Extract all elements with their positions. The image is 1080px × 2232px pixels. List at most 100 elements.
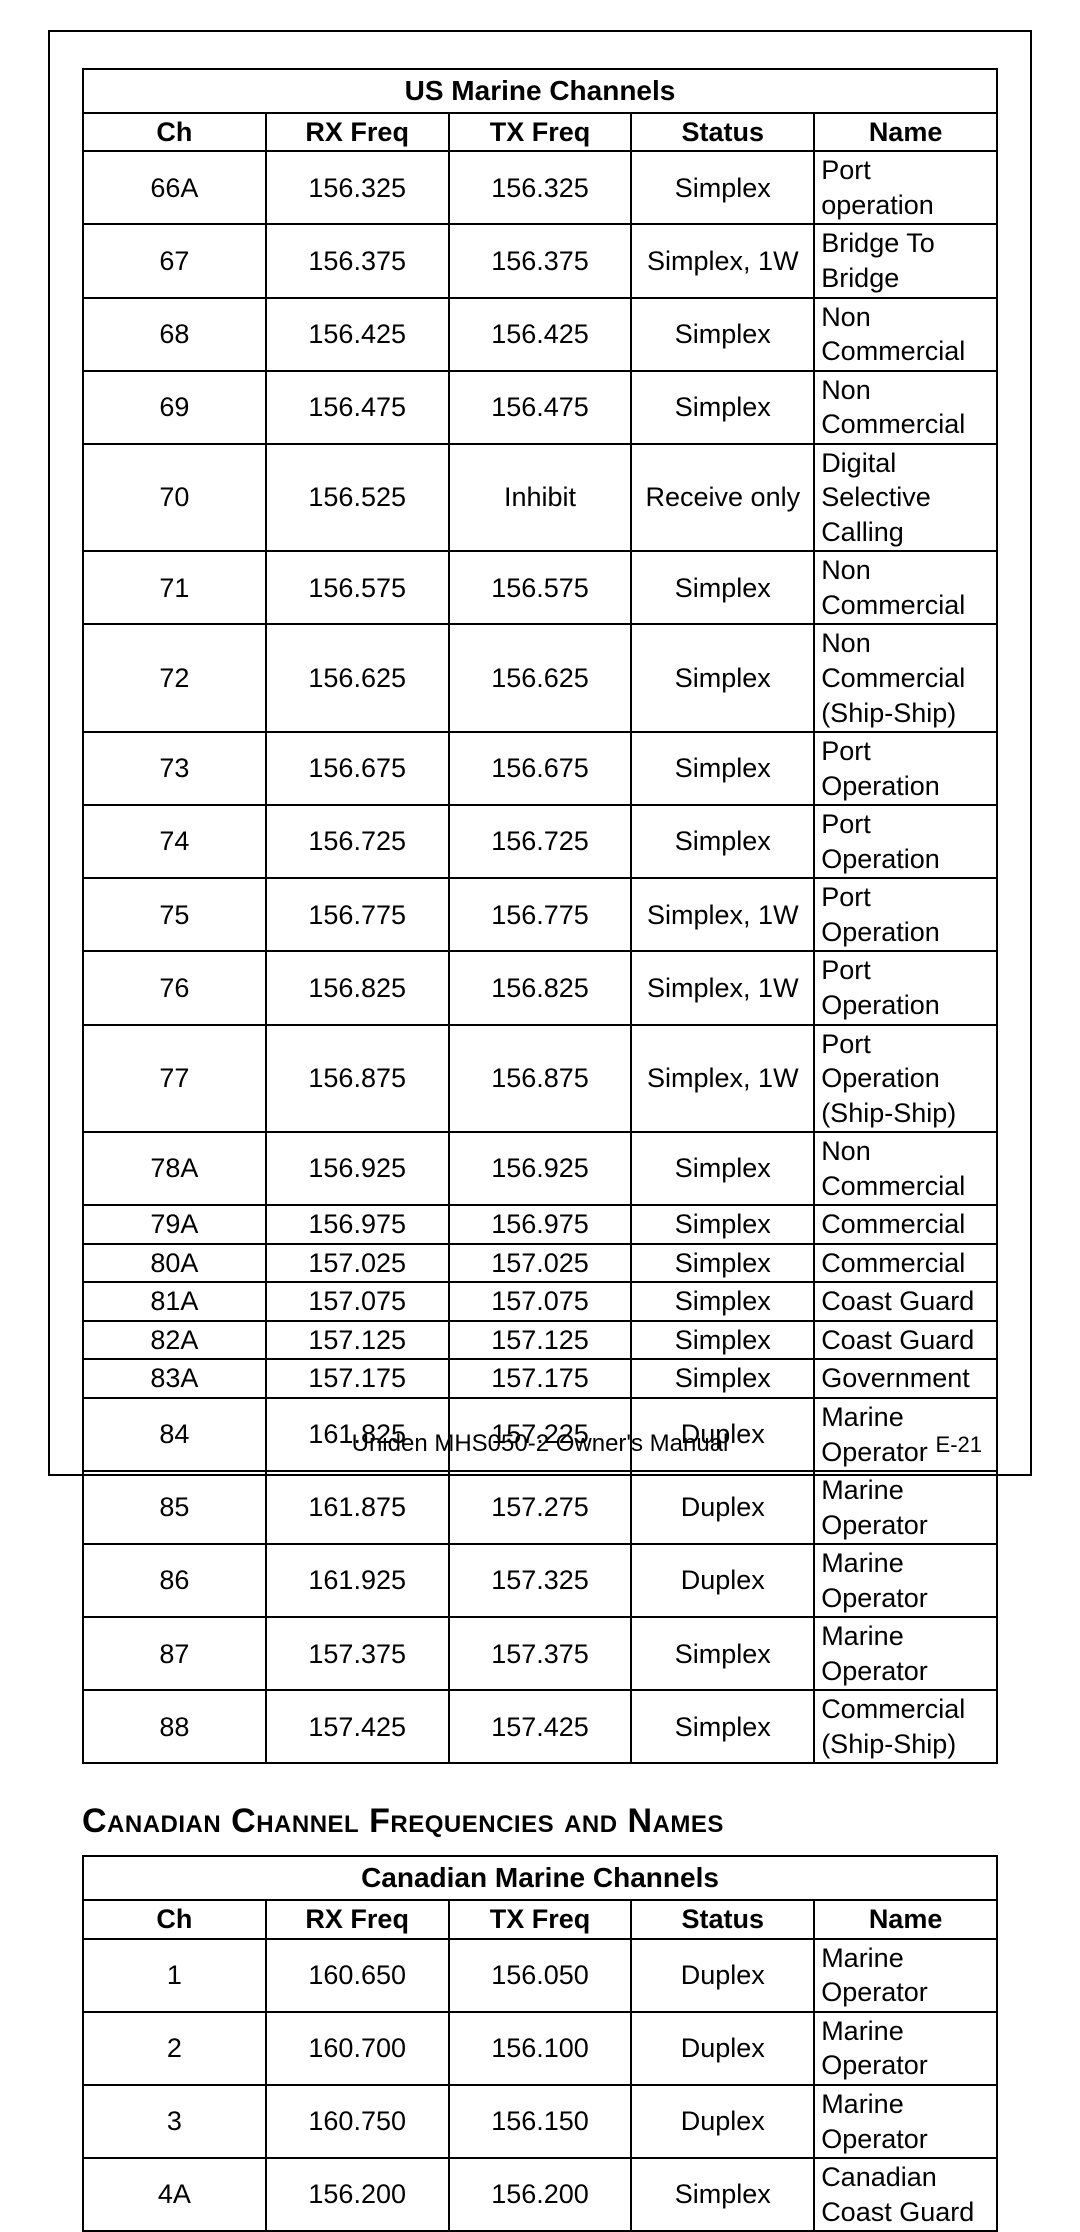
us-hdr-tx: TX Freq <box>449 113 632 152</box>
table-row: 81A157.075157.075SimplexCoast Guard <box>83 1282 997 1321</box>
section-heading-canadian: Canadian Channel Frequencies and Names <box>82 1802 998 1841</box>
cell-name: Marine Operator <box>814 1939 997 2012</box>
ca-table-title: Canadian Marine Channels <box>83 1856 997 1900</box>
ca-hdr-tx: TX Freq <box>449 1900 632 1939</box>
cell-status: Simplex <box>631 151 814 224</box>
cell-rx: 161.925 <box>266 1544 449 1617</box>
cell-name: Non Commercial <box>814 551 997 624</box>
ca-hdr-ch: Ch <box>83 1900 266 1939</box>
cell-rx: 156.425 <box>266 298 449 371</box>
cell-status: Duplex <box>631 1398 814 1471</box>
cell-rx: 156.775 <box>266 878 449 951</box>
cell-tx: 157.425 <box>449 1690 632 1763</box>
cell-rx: 156.200 <box>266 2158 449 2231</box>
cell-name: Coast Guard <box>814 1282 997 1321</box>
cell-ch: 88 <box>83 1690 266 1763</box>
cell-ch: 3 <box>83 2085 266 2158</box>
cell-name: Port Operation <box>814 951 997 1024</box>
cell-status: Duplex <box>631 1939 814 2012</box>
cell-status: Duplex <box>631 1471 814 1544</box>
cell-name: Marine Operator <box>814 1398 997 1471</box>
cell-name: Bridge To Bridge <box>814 224 997 297</box>
cell-rx: 156.375 <box>266 224 449 297</box>
cell-tx: 156.725 <box>449 805 632 878</box>
cell-rx: 156.575 <box>266 551 449 624</box>
cell-tx: 156.375 <box>449 224 632 297</box>
ca-hdr-rx: RX Freq <box>266 1900 449 1939</box>
cell-ch: 83A <box>83 1359 266 1398</box>
cell-rx: 156.475 <box>266 371 449 444</box>
cell-status: Simplex <box>631 551 814 624</box>
cell-status: Simplex <box>631 624 814 732</box>
table-row: 76156.825156.825Simplex, 1WPort Operatio… <box>83 951 997 1024</box>
cell-ch: 68 <box>83 298 266 371</box>
cell-ch: 81A <box>83 1282 266 1321</box>
cell-tx: 156.625 <box>449 624 632 732</box>
cell-status: Simplex <box>631 1690 814 1763</box>
cell-ch: 1 <box>83 1939 266 2012</box>
ca-hdr-status: Status <box>631 1900 814 1939</box>
ca-hdr-name: Name <box>814 1900 997 1939</box>
table-row: 71156.575156.575SimplexNon Commercial <box>83 551 997 624</box>
cell-ch: 80A <box>83 1244 266 1283</box>
table-row: 74156.725156.725SimplexPort Operation <box>83 805 997 878</box>
cell-rx: 156.325 <box>266 151 449 224</box>
cell-rx: 161.875 <box>266 1471 449 1544</box>
table-row: 4A156.200156.200SimplexCanadian Coast Gu… <box>83 2158 997 2231</box>
table-row: 66A156.325156.325SimplexPort operation <box>83 151 997 224</box>
cell-rx: 156.825 <box>266 951 449 1024</box>
cell-tx: 156.150 <box>449 2085 632 2158</box>
cell-status: Simplex <box>631 1132 814 1205</box>
cell-status: Duplex <box>631 2012 814 2085</box>
us-hdr-name: Name <box>814 113 997 152</box>
cell-ch: 84 <box>83 1398 266 1471</box>
cell-tx: 157.325 <box>449 1544 632 1617</box>
cell-status: Simplex, 1W <box>631 224 814 297</box>
cell-tx: Inhibit <box>449 444 632 552</box>
cell-tx: 156.825 <box>449 951 632 1024</box>
cell-tx: 157.175 <box>449 1359 632 1398</box>
us-hdr-status: Status <box>631 113 814 152</box>
cell-rx: 160.700 <box>266 2012 449 2085</box>
cell-ch: 71 <box>83 551 266 624</box>
cell-tx: 156.575 <box>449 551 632 624</box>
us-hdr-ch: Ch <box>83 113 266 152</box>
us-table-title: US Marine Channels <box>83 69 997 113</box>
cell-name: Marine Operator <box>814 1617 997 1690</box>
cell-status: Simplex <box>631 371 814 444</box>
cell-tx: 156.425 <box>449 298 632 371</box>
cell-tx: 157.075 <box>449 1282 632 1321</box>
table-row: 67156.375156.375Simplex, 1WBridge To Bri… <box>83 224 997 297</box>
cell-status: Simplex <box>631 1282 814 1321</box>
cell-ch: 76 <box>83 951 266 1024</box>
table-row: 85161.875157.275DuplexMarine Operator <box>83 1471 997 1544</box>
table-row: 88157.425157.425SimplexCommercial (Ship-… <box>83 1690 997 1763</box>
cell-rx: 156.675 <box>266 732 449 805</box>
us-channels-table: US Marine Channels Ch RX Freq TX Freq St… <box>82 68 998 1764</box>
cell-ch: 79A <box>83 1205 266 1244</box>
cell-ch: 77 <box>83 1025 266 1133</box>
cell-status: Simplex, 1W <box>631 951 814 1024</box>
cell-status: Simplex <box>631 1321 814 1360</box>
cell-rx: 156.975 <box>266 1205 449 1244</box>
cell-name: Non Commercial <box>814 371 997 444</box>
cell-status: Simplex <box>631 732 814 805</box>
cell-rx: 156.625 <box>266 624 449 732</box>
cell-rx: 160.650 <box>266 1939 449 2012</box>
cell-tx: 157.275 <box>449 1471 632 1544</box>
table-row: 86161.925157.325DuplexMarine Operator <box>83 1544 997 1617</box>
cell-ch: 82A <box>83 1321 266 1360</box>
table-row: 77156.875156.875Simplex, 1WPort Operatio… <box>83 1025 997 1133</box>
cell-tx: 156.050 <box>449 1939 632 2012</box>
cell-rx: 157.075 <box>266 1282 449 1321</box>
cell-ch: 69 <box>83 371 266 444</box>
table-row: 72156.625156.625SimplexNon Commercial (S… <box>83 624 997 732</box>
cell-name: Commercial <box>814 1205 997 1244</box>
cell-rx: 157.425 <box>266 1690 449 1763</box>
table-row: 69156.475156.475SimplexNon Commercial <box>83 371 997 444</box>
table-row: 68156.425156.425SimplexNon Commercial <box>83 298 997 371</box>
cell-name: Non Commercial <box>814 1132 997 1205</box>
cell-rx: 156.525 <box>266 444 449 552</box>
cell-name: Port operation <box>814 151 997 224</box>
cell-name: Port Operation (Ship-Ship) <box>814 1025 997 1133</box>
